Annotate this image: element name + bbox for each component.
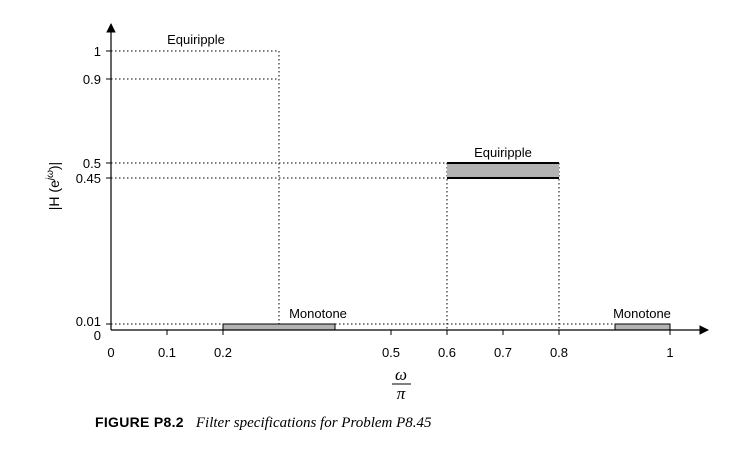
region-label-equiripple-2: Equiripple <box>474 145 532 160</box>
x-tick-label: 0 <box>107 345 114 360</box>
stopband-monotone-2 <box>614 323 671 331</box>
figure-caption: FIGURE P8.2 Filter specifications for Pro… <box>95 414 432 432</box>
y-tick-label: 0.01 <box>76 314 101 329</box>
x-axis-label-numerator: ω <box>395 365 407 384</box>
y-axis-label-close: )| <box>46 162 62 170</box>
stopband-monotone-1 <box>222 323 336 331</box>
filter-spec-figure: 1 0.9 0.5 0.45 0.01 0 0 0.1 0.2 0.5 0.6 … <box>45 23 709 400</box>
x-tick-label: 0.5 <box>382 345 400 360</box>
x-axis-label: ω π <box>392 365 411 400</box>
x-tick-label: 0.7 <box>494 345 512 360</box>
tolerance-bands <box>222 162 671 331</box>
y-tick-label: 0.5 <box>83 156 101 171</box>
figure-caption-text: Filter specifications for Problem P8.45 <box>195 415 432 431</box>
x-tick-label: 0.8 <box>550 345 568 360</box>
passband-equiripple-2 <box>447 163 559 178</box>
x-tick-labels: 0 0.1 0.2 0.5 0.6 0.7 0.8 1 <box>107 345 673 360</box>
guide-lines <box>111 50 670 330</box>
figure-number: FIGURE P8.2 <box>95 414 184 430</box>
y-ticks <box>106 50 111 325</box>
y-axis-label-main: |H (e <box>46 180 62 210</box>
y-axis-label-sup: jω <box>45 170 56 182</box>
region-label-equiripple-1: Equiripple <box>167 32 225 47</box>
y-tick-labels: 1 0.9 0.5 0.45 0.01 0 <box>76 44 101 343</box>
x-ticks <box>166 330 671 335</box>
y-tick-label: 1 <box>94 44 101 59</box>
region-label-monotone-1: Monotone <box>289 306 347 321</box>
y-tick-label: 0.45 <box>76 171 101 186</box>
x-tick-label: 0.2 <box>214 345 232 360</box>
y-tick-label: 0.9 <box>83 72 101 87</box>
x-tick-label: 1 <box>666 345 673 360</box>
region-label-monotone-2: Monotone <box>613 306 671 321</box>
x-tick-label: 0.1 <box>158 345 176 360</box>
x-tick-label: 0.6 <box>438 345 456 360</box>
y-tick-label: 0 <box>94 328 101 343</box>
x-axis-label-denominator: π <box>397 384 406 400</box>
y-axis-label: |H (ejω)| <box>45 162 62 210</box>
